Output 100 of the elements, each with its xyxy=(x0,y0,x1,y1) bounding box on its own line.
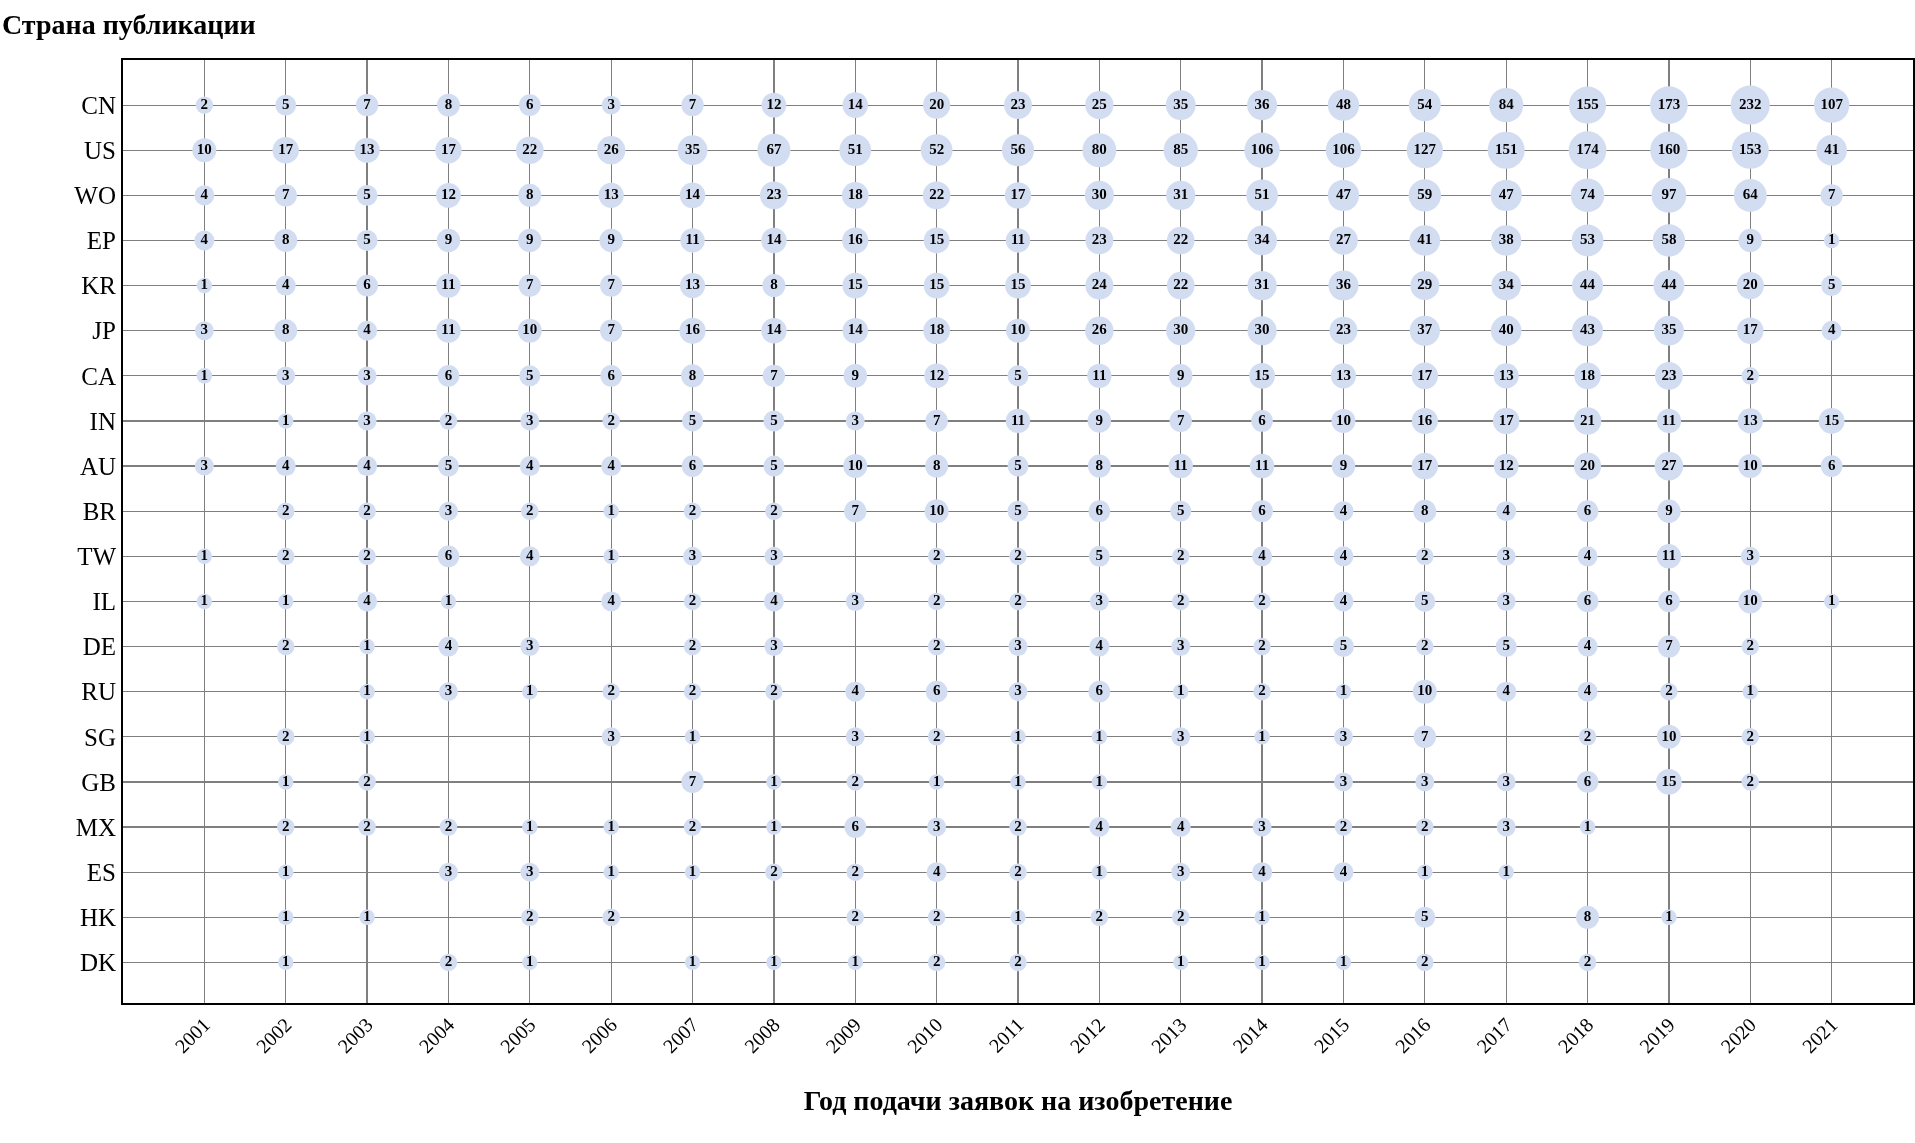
data-label: 14 xyxy=(766,231,782,248)
data-label: 1 xyxy=(363,637,371,654)
data-label: 7 xyxy=(688,772,697,789)
data-label: 1 xyxy=(200,276,209,293)
data-label: 2 xyxy=(1421,547,1429,564)
data-label: 1 xyxy=(1095,727,1104,744)
data-label: 17 xyxy=(1498,411,1515,428)
data-label: 15 xyxy=(1010,276,1026,293)
data-label: 5 xyxy=(1339,637,1348,654)
data-label: 2 xyxy=(607,411,615,428)
data-label: 5 xyxy=(770,411,778,428)
data-label: 174 xyxy=(1576,140,1600,157)
data-label: 2 xyxy=(1665,682,1673,699)
data-label: 3 xyxy=(1095,592,1104,609)
data-label: 17 xyxy=(440,140,457,157)
data-label: 67 xyxy=(766,140,782,157)
data-label: 31 xyxy=(1254,276,1270,293)
data-label: 4 xyxy=(363,456,372,473)
data-label: 74 xyxy=(1580,186,1596,203)
data-label: 7 xyxy=(1176,411,1185,428)
data-label: 41 xyxy=(1824,140,1840,157)
data-label: 4 xyxy=(1176,817,1185,834)
data-label: 23 xyxy=(1010,95,1026,112)
data-label: 3 xyxy=(281,366,290,383)
data-label: 5 xyxy=(1176,501,1185,518)
data-label: 4 xyxy=(1827,321,1836,338)
y-tick-label: IN xyxy=(89,407,116,435)
data-label: 7 xyxy=(281,186,290,203)
data-label: 7 xyxy=(363,95,372,112)
data-label: 127 xyxy=(1413,140,1437,157)
data-label: 5 xyxy=(1827,276,1836,293)
data-label: 11 xyxy=(441,321,456,338)
data-label: 44 xyxy=(1661,276,1677,293)
data-label: 6 xyxy=(1583,592,1592,609)
data-label: 4 xyxy=(851,682,860,699)
data-label: 6 xyxy=(851,817,860,834)
data-label: 64 xyxy=(1742,186,1759,203)
data-label: 2 xyxy=(1421,637,1429,654)
data-label: 37 xyxy=(1417,321,1433,338)
data-label: 1 xyxy=(526,953,534,970)
data-label: 1 xyxy=(1339,953,1348,970)
data-label: 11 xyxy=(441,276,456,293)
data-label: 10 xyxy=(1335,411,1351,428)
data-label: 3 xyxy=(526,411,534,428)
data-label: 56 xyxy=(1010,140,1026,157)
data-label: 43 xyxy=(1580,321,1596,338)
data-label: 6 xyxy=(688,456,697,473)
data-label: 3 xyxy=(688,547,697,564)
data-label: 2 xyxy=(526,908,534,925)
data-label: 15 xyxy=(929,276,945,293)
data-label: 25 xyxy=(1091,95,1107,112)
data-label: 173 xyxy=(1657,95,1681,112)
data-label: 3 xyxy=(1502,592,1510,609)
data-label: 2 xyxy=(363,817,371,834)
data-label: 1 xyxy=(281,411,290,428)
data-label: 20 xyxy=(929,95,945,112)
data-label: 6 xyxy=(1827,456,1836,473)
data-label: 2 xyxy=(1258,682,1266,699)
data-label: 4 xyxy=(200,186,209,203)
data-label: 2 xyxy=(770,501,778,518)
data-label: 2 xyxy=(1746,772,1755,789)
data-label: 15 xyxy=(1824,411,1840,428)
data-label: 3 xyxy=(363,411,371,428)
y-tick-label: HK xyxy=(79,904,116,932)
data-label: 9 xyxy=(851,366,860,383)
data-label: 5 xyxy=(1421,908,1429,925)
data-label: 22 xyxy=(929,186,945,203)
data-label: 8 xyxy=(688,366,697,383)
data-label: 2 xyxy=(281,817,290,834)
data-label: 2 xyxy=(688,592,697,609)
data-label: 36 xyxy=(1335,276,1352,293)
data-label: 2 xyxy=(770,682,778,699)
data-label: 7 xyxy=(607,321,616,338)
data-label: 106 xyxy=(1250,140,1274,157)
data-label: 6 xyxy=(1583,501,1592,518)
data-label: 2 xyxy=(1583,953,1592,970)
data-label: 18 xyxy=(847,186,863,203)
y-tick-label: CN xyxy=(81,91,116,119)
data-label: 7 xyxy=(1421,727,1430,744)
data-label: 1 xyxy=(526,682,534,699)
data-label: 30 xyxy=(1173,321,1189,338)
data-label: 8 xyxy=(1583,908,1592,925)
data-label: 2 xyxy=(1421,817,1429,834)
data-label: 2 xyxy=(851,862,860,879)
data-label: 4 xyxy=(1095,637,1104,654)
data-label: 3 xyxy=(607,95,615,112)
data-label: 10 xyxy=(522,321,538,338)
data-label: 13 xyxy=(603,186,619,203)
data-label: 22 xyxy=(1173,231,1189,248)
data-label: 16 xyxy=(847,231,864,248)
data-label: 1 xyxy=(688,727,697,744)
data-label: 2 xyxy=(1176,592,1185,609)
data-label: 9 xyxy=(1176,366,1185,383)
data-label: 2 xyxy=(770,862,778,879)
data-label: 18 xyxy=(1580,366,1596,383)
data-label: 52 xyxy=(929,140,945,157)
data-label: 6 xyxy=(444,366,453,383)
data-label: 4 xyxy=(932,862,941,879)
data-label: 1 xyxy=(281,772,290,789)
data-label: 1 xyxy=(770,817,778,834)
